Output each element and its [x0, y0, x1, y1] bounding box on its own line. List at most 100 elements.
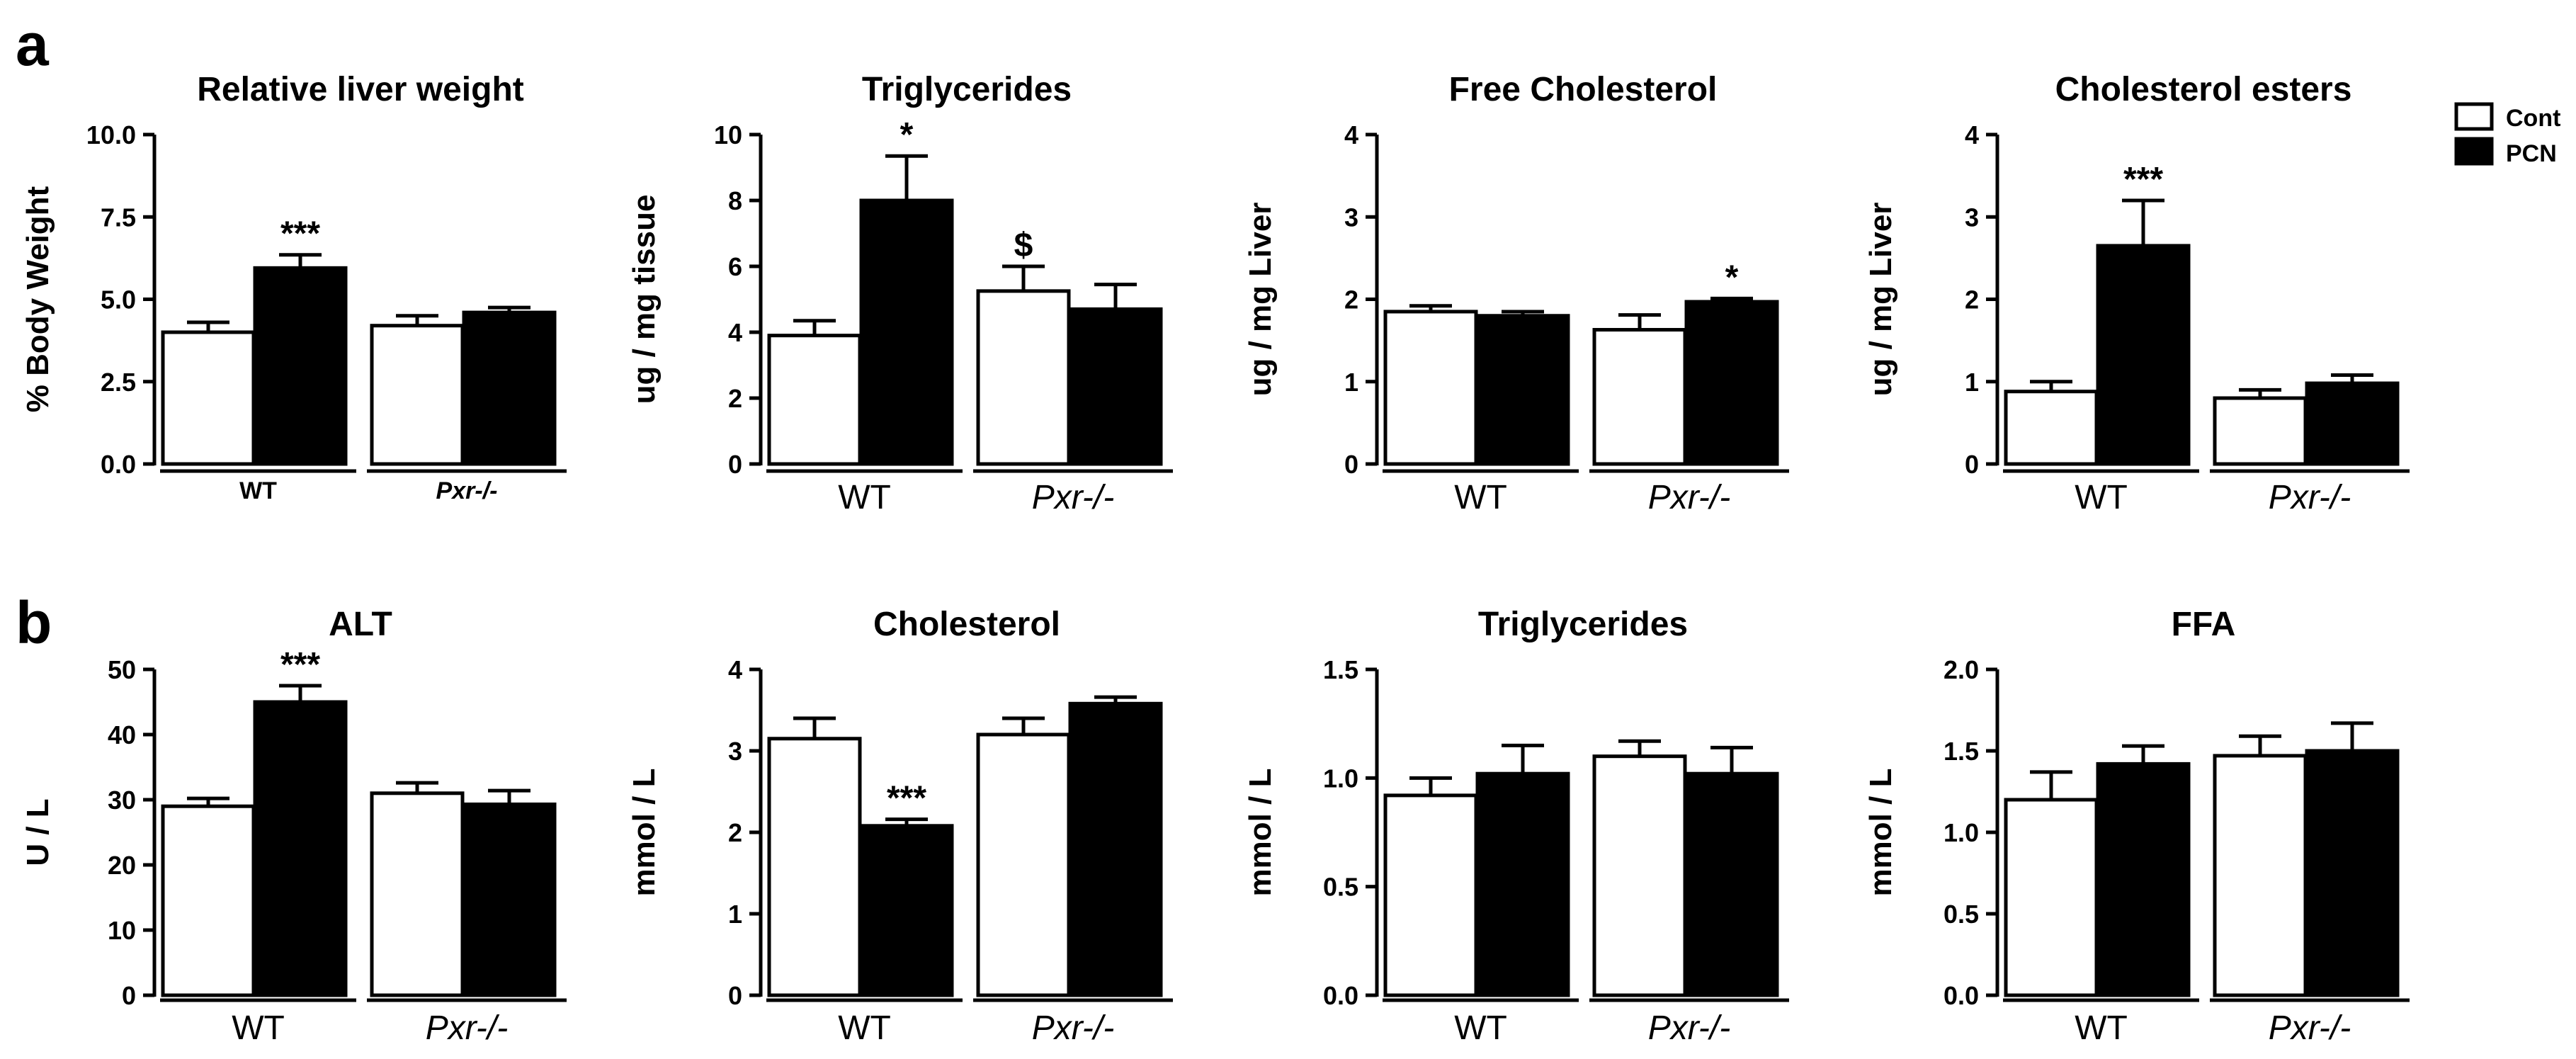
y-tick-label: 0.0 — [1944, 981, 1979, 1010]
y-tick-label: 0 — [1344, 450, 1358, 479]
y-tick-label: 2 — [1344, 285, 1358, 315]
y-tick-label: 3 — [728, 737, 742, 766]
bar-pcn-pxr — [1684, 300, 1779, 466]
group-label: WT — [232, 1009, 285, 1047]
group-label: WT — [1454, 1009, 1507, 1047]
bar-pcn-pxr — [1684, 771, 1779, 997]
y-tick-label: 3 — [1344, 203, 1358, 232]
y-tick-label: 10 — [714, 120, 742, 149]
y-tick-label: 1 — [728, 900, 742, 929]
y-tick-label: 1 — [1344, 368, 1358, 397]
y-axis-label: mmol / L — [627, 769, 662, 897]
significance-marker: *** — [887, 780, 926, 817]
chart-title: FFA — [2172, 606, 2236, 643]
y-tick-label: 10 — [108, 916, 136, 945]
legend-label-cont: Cont — [2506, 105, 2560, 132]
bar-cont-wt — [767, 334, 862, 466]
y-tick-label: 5.0 — [101, 285, 136, 315]
y-tick-label: 4 — [1344, 120, 1358, 149]
y-tick-label: 0.5 — [1944, 900, 1979, 929]
y-tick-label: 0 — [728, 450, 742, 479]
bar-cont-wt — [1383, 793, 1478, 997]
chart-4: Cholesterol esters ug / mg Liver 0 1 2 3 4 *** W… — [1863, 71, 2410, 516]
y-tick-label: 0.0 — [1323, 981, 1358, 1010]
bar-cont-wt — [767, 737, 862, 997]
bar-cont-pxr — [2213, 396, 2308, 466]
group-label: WT — [838, 1009, 891, 1047]
chart-title: ALT — [329, 606, 392, 643]
panel-label-a: a — [16, 11, 50, 78]
group-label: Pxr-/- — [1032, 479, 1114, 516]
bar-cont-pxr — [2213, 754, 2308, 997]
y-tick-label: 4 — [728, 318, 742, 347]
bar-pcn-wt — [859, 824, 954, 997]
legend-swatch-cont — [2454, 102, 2494, 131]
group-label: Pxr-/- — [436, 477, 498, 504]
y-tick-label: 0 — [122, 981, 136, 1010]
chart-8: FFA mmol / L 0.0 0.5 1.0 1.5 2.0 WT Pxr-/- — [1863, 606, 2410, 1047]
y-tick-label: 7.5 — [101, 203, 136, 232]
group-label: WT — [1454, 479, 1507, 516]
legend-swatch-pcn — [2454, 137, 2494, 166]
panel-label-b: b — [16, 589, 52, 656]
bar-pcn-pxr — [1068, 307, 1163, 466]
group-label: Pxr-/- — [1648, 1009, 1730, 1047]
significance-marker: $ — [1014, 227, 1033, 264]
chart-title: Cholesterol — [873, 606, 1060, 643]
y-axis-label: U / L — [21, 798, 55, 866]
y-tick-label: 2.0 — [1944, 655, 1979, 684]
y-axis-label: mmol / L — [1243, 769, 1278, 897]
bar-pcn-wt — [253, 700, 348, 997]
bar-pcn-wt — [2096, 761, 2191, 997]
chart-title: Free Cholesterol — [1449, 71, 1718, 108]
y-axis-label: mmol / L — [1863, 769, 1898, 897]
group-label: Pxr-/- — [1032, 1009, 1114, 1047]
group-label: WT — [2075, 1009, 2128, 1047]
chart-3: Free Cholesterol ug / mg Liver 0 1 2 3 4 * WT Pxr… — [1243, 71, 1789, 516]
y-tick-label: 30 — [108, 786, 136, 815]
bar-pcn-pxr — [462, 310, 557, 466]
legend-label-pcn: PCN — [2506, 140, 2557, 167]
bar-pcn-wt — [253, 266, 348, 466]
bar-pcn-pxr — [2305, 749, 2400, 997]
bar-pcn-wt — [1475, 771, 1570, 997]
bar-cont-wt — [2004, 390, 2099, 466]
bar-cont-pxr — [370, 324, 465, 466]
group-label: Pxr-/- — [2269, 479, 2351, 516]
group-label: WT — [2075, 479, 2128, 516]
y-axis-label: ug / mg Liver — [1863, 203, 1898, 397]
bar-cont-wt — [2004, 798, 2099, 997]
chart-5: ALT U / L 0 10 20 30 40 50 *** WT Pxr-/- — [21, 606, 567, 1047]
bar-cont-pxr — [370, 791, 465, 997]
bar-cont-pxr — [1592, 328, 1687, 466]
charts: Relative liver weight % Body Weight 0.0 2.5… — [21, 71, 2410, 1047]
y-tick-label: 20 — [108, 851, 136, 880]
bar-cont-wt — [161, 804, 256, 997]
significance-marker: *** — [2123, 161, 2163, 198]
group-label: Pxr-/- — [426, 1009, 508, 1047]
y-tick-label: 0 — [728, 981, 742, 1010]
y-tick-label: 1.0 — [1323, 764, 1358, 793]
bar-cont-wt — [1383, 310, 1478, 466]
y-axis-label: ug / mg tissue — [627, 195, 662, 404]
chart-title: Relative liver weight — [197, 71, 524, 108]
group-label: WT — [239, 477, 277, 504]
significance-marker: *** — [280, 215, 320, 253]
y-tick-label: 3 — [1965, 203, 1979, 232]
chart-2: Triglycerides ug / mg tissue 0 2 4 6 8 10 * $ WT Px… — [627, 71, 1173, 516]
bar-pcn-wt — [2096, 244, 2191, 466]
y-tick-label: 8 — [728, 186, 742, 215]
bar-pcn-pxr — [2305, 381, 2400, 466]
y-tick-label: 50 — [108, 655, 136, 684]
y-tick-label: 1.5 — [1323, 655, 1358, 684]
y-tick-label: 10.0 — [86, 120, 136, 149]
chart-title: Triglycerides — [862, 71, 1072, 108]
bar-cont-pxr — [976, 289, 1071, 466]
significance-marker: *** — [280, 646, 320, 684]
y-tick-label: 2 — [728, 384, 742, 413]
chart-1: Relative liver weight % Body Weight 0.0 2.5… — [21, 71, 567, 504]
y-tick-label: 0.0 — [101, 450, 136, 479]
y-tick-label: 4 — [728, 655, 742, 684]
chart-title: Cholesterol esters — [2055, 71, 2352, 108]
